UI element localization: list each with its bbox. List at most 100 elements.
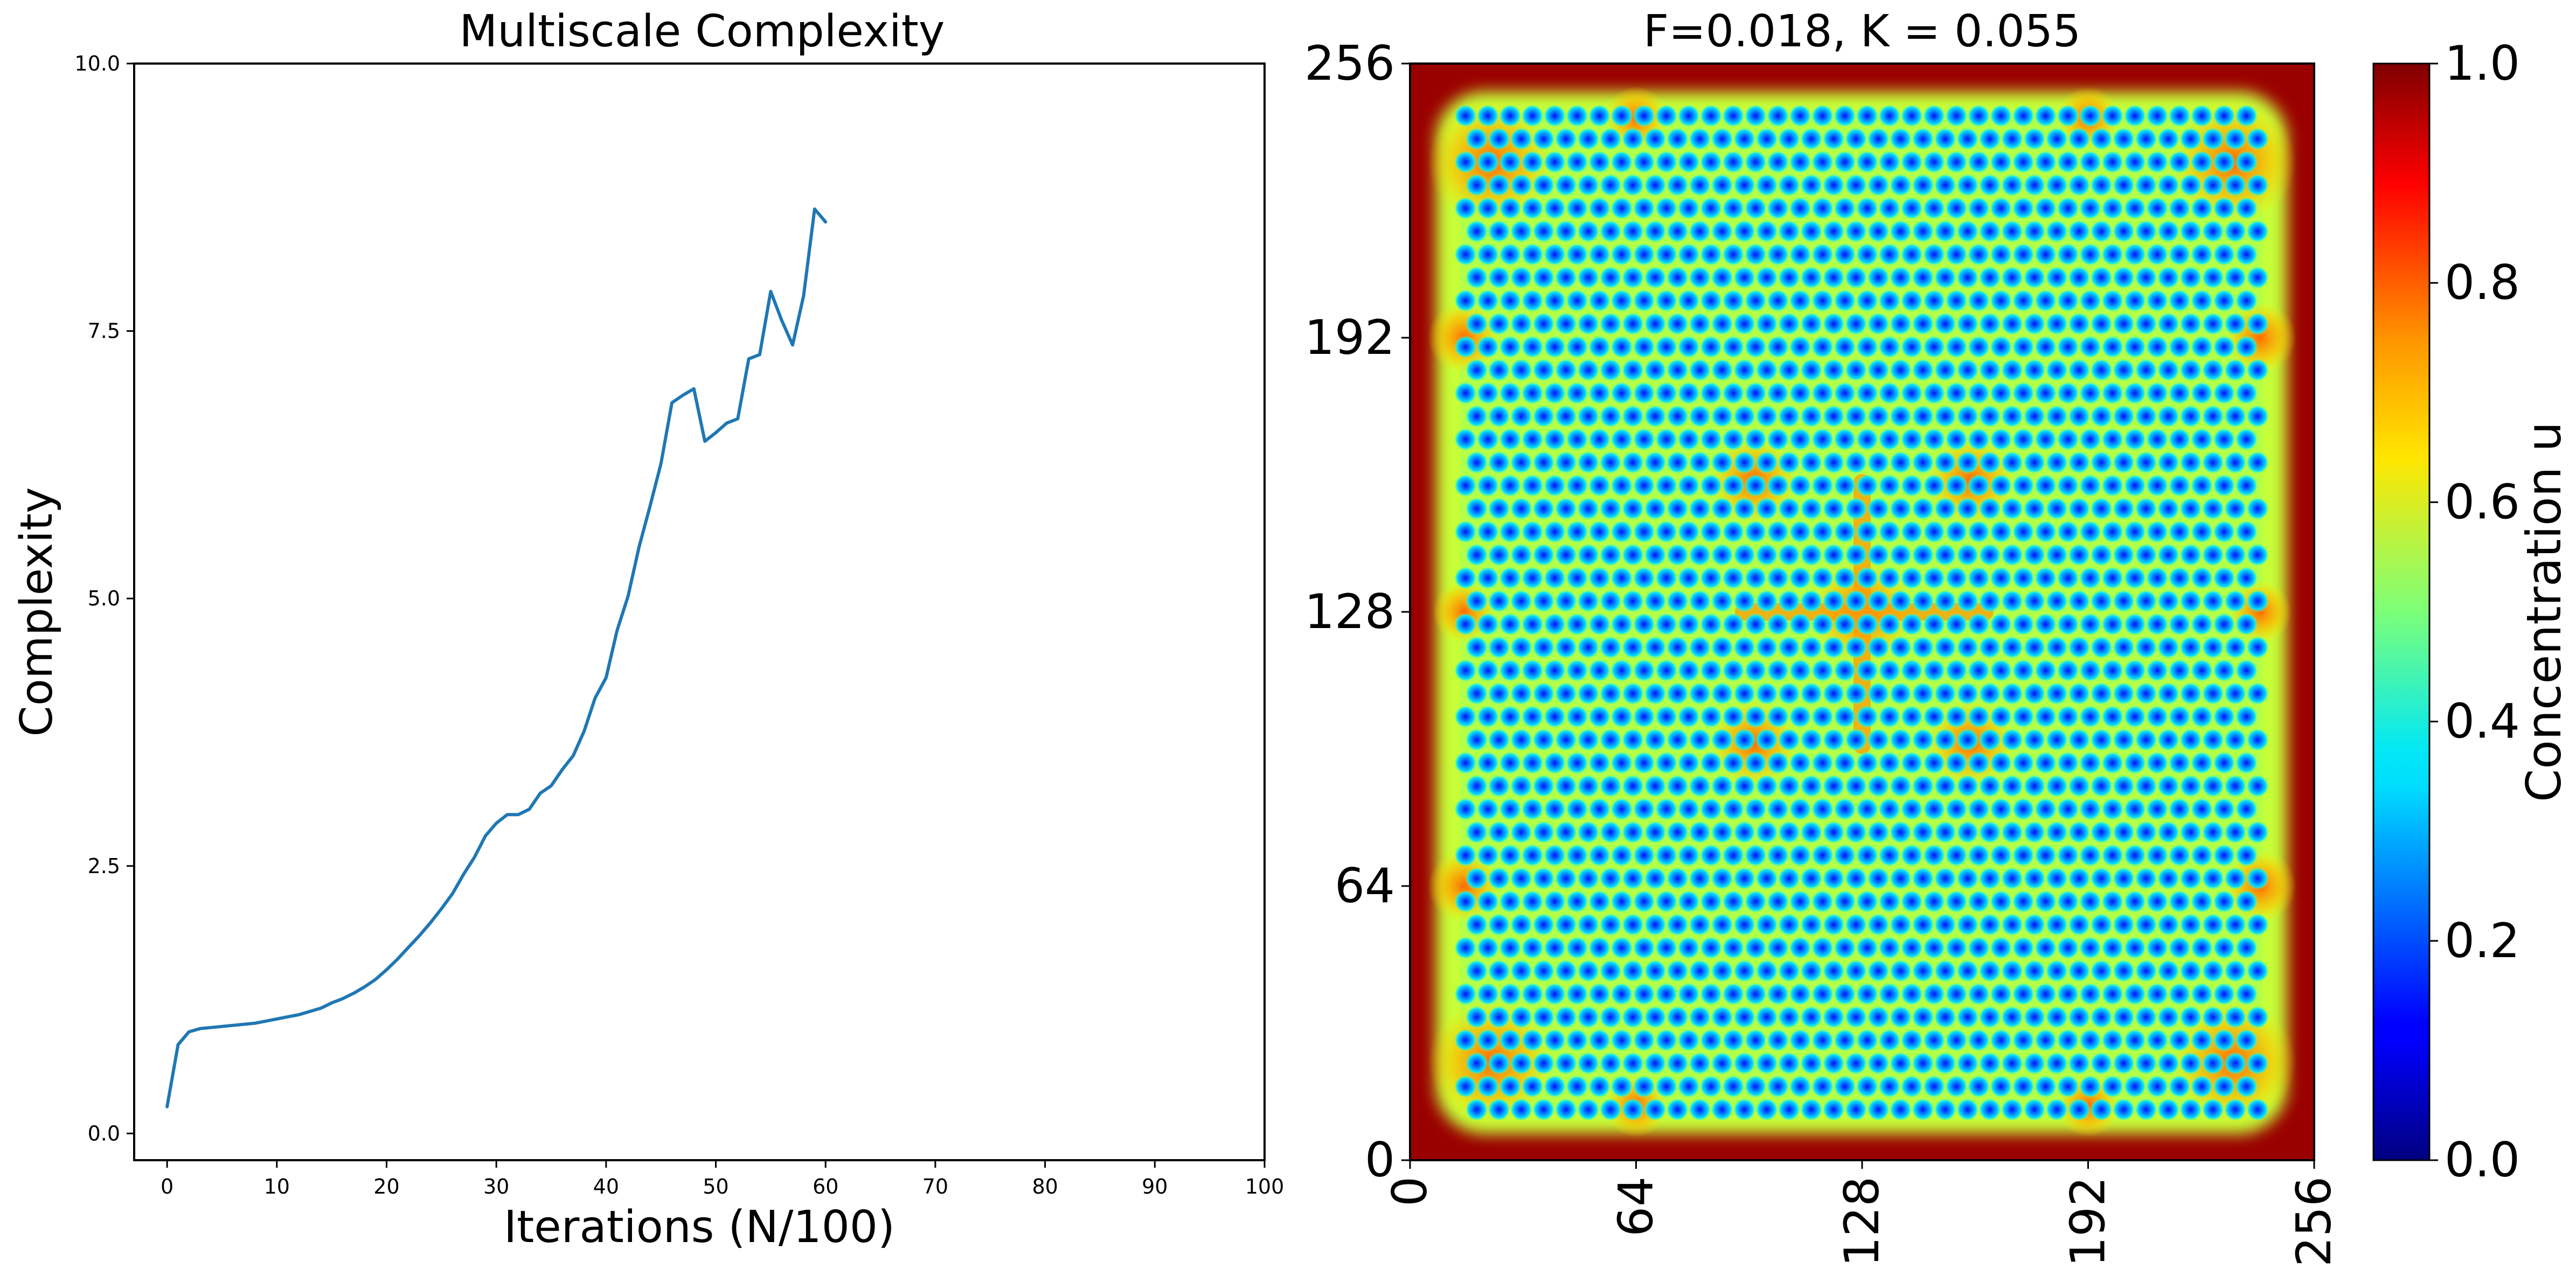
heatmap-spot [1721, 613, 1745, 636]
heatmap-spot [1945, 243, 1968, 266]
heatmap-spot [1454, 474, 1477, 497]
heatmap-spot [1577, 312, 1600, 336]
heatmap-spot [1711, 543, 1734, 567]
heatmap-spot [1889, 821, 1912, 844]
heatmap-spot [1666, 913, 1689, 936]
heatmap-spot [2079, 336, 2102, 359]
heatmap-spot [2034, 613, 2057, 636]
heatmap-spot [2012, 798, 2035, 821]
heatmap-spot [2090, 636, 2113, 659]
heatmap-spot [1989, 289, 2012, 312]
heatmap-spot [2123, 844, 2147, 867]
heatmap-spot [1989, 705, 2012, 728]
heatmap-spot [1633, 104, 1656, 127]
heatmap-spot [1621, 451, 1644, 474]
heatmap-spot [1566, 1075, 1588, 1098]
heatmap-spot [1465, 312, 1488, 336]
heatmap-spot [1476, 474, 1499, 497]
heatmap-spot [1856, 289, 1879, 312]
heatmap-spot [2157, 543, 2180, 567]
heatmap-spot [2145, 1029, 2169, 1052]
heatmap-spot [1476, 613, 1499, 636]
heatmap-spot [1644, 451, 1667, 474]
heatmap-spot [1599, 821, 1622, 844]
heatmap-spot [1510, 359, 1533, 381]
heatmap-spot [1633, 659, 1656, 682]
heatmap-spot [2045, 636, 2068, 659]
heatmap-spot [1644, 173, 1667, 197]
heatmap-spot [1911, 266, 1934, 289]
heatmap-spot [2057, 243, 2079, 266]
heatmap-spot [2101, 613, 2124, 636]
heatmap-spot [1967, 474, 1990, 497]
heatmap-spot [2057, 705, 2079, 728]
heatmap-spot [1510, 590, 1533, 612]
heatmap-spot [1721, 659, 1745, 682]
heatmap-spot [2202, 359, 2225, 381]
heatmap-spot [1566, 1029, 1588, 1052]
heatmap-spot [1566, 705, 1588, 728]
heatmap-spot [1811, 104, 1834, 127]
heatmap-spot [1889, 497, 1912, 520]
heatmap-spot [1521, 844, 1544, 867]
heatmap-spot [1577, 405, 1600, 428]
heatmap-spot [2224, 913, 2247, 936]
heatmap-spot [1822, 497, 1845, 520]
heatmap-spot [2212, 381, 2235, 405]
heatmap-spot [1900, 336, 1924, 359]
heatmap-spot [1811, 705, 1834, 728]
heatmap-spot [2123, 659, 2147, 682]
heatmap-spot [1454, 428, 1477, 451]
heatmap-spot [1755, 312, 1778, 336]
heatmap-spot [1978, 1006, 2002, 1029]
heatmap-spot [1633, 613, 1656, 636]
heatmap-spot [1800, 220, 1823, 243]
heatmap-spot [1844, 821, 1867, 844]
heatmap-spot [1878, 381, 1901, 405]
heatmap-spot [1599, 775, 1622, 798]
heatmap-spot [2001, 821, 2024, 844]
heatmap-spot [2001, 543, 2024, 567]
heatmap-spot [2001, 173, 2024, 197]
heatmap-spot [1510, 1052, 1533, 1075]
heatmap-spot [1844, 1098, 1867, 1121]
heatmap-spot [1621, 359, 1644, 381]
heatmap-spot [2057, 289, 2079, 312]
heatmap-spot [2179, 127, 2202, 150]
heatmap-spot [1922, 659, 1946, 682]
heatmap-x-tick-label: 64 [1608, 1176, 1664, 1237]
heatmap-spot [2023, 867, 2046, 890]
heatmap-spot [1766, 613, 1789, 636]
heatmap-spot [1733, 173, 1756, 197]
heatmap-spot [1956, 1098, 1979, 1121]
heatmap-spot [1878, 336, 1901, 359]
heatmap-spot [1655, 798, 1678, 821]
heatmap-spot [2135, 728, 2157, 751]
heatmap-spot [2012, 104, 2035, 127]
heatmap-spot [2212, 705, 2235, 728]
heatmap-spot [2067, 405, 2091, 428]
heatmap-spot [1454, 567, 1477, 590]
heatmap-spot [2101, 705, 2124, 728]
heatmap-spot [2045, 173, 2068, 197]
heatmap-spot [1610, 150, 1633, 173]
heatmap-image [1410, 64, 2314, 1160]
heatmap-spot [1777, 728, 1801, 751]
heatmap-spot [2157, 220, 2180, 243]
heatmap-spot [1677, 751, 1700, 775]
heatmap-spot [1733, 1006, 1756, 1029]
heatmap-spot [1766, 289, 1789, 312]
heatmap-spot [1789, 336, 1812, 359]
heatmap-spot [2001, 451, 2024, 474]
heatmap-spot [2246, 451, 2269, 474]
heatmap-spot [2212, 243, 2235, 266]
heatmap-spot [1476, 243, 1499, 266]
heatmap-spot [1677, 104, 1700, 127]
heatmap-spot [2101, 936, 2124, 959]
heatmap-spot [2179, 220, 2202, 243]
heatmap-spot [1911, 775, 1934, 798]
heatmap-spot [2190, 1075, 2213, 1098]
heatmap-spot [1956, 775, 1979, 798]
heatmap-spot [2212, 844, 2235, 867]
